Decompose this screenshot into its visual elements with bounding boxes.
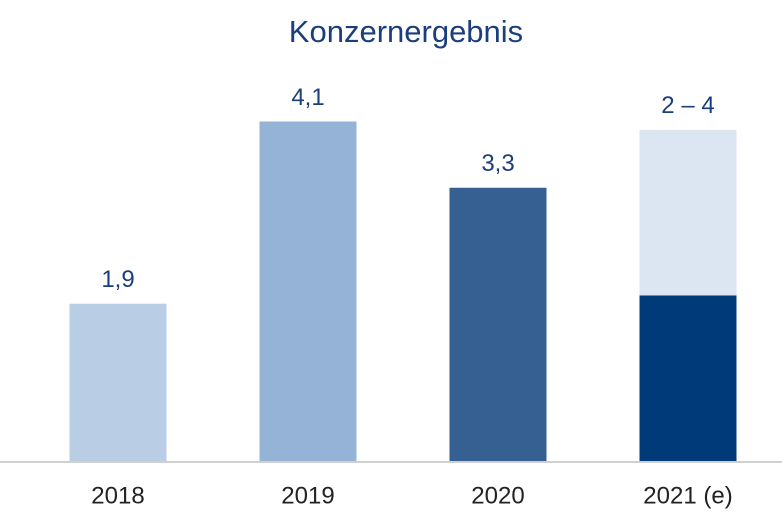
bar: [69, 303, 167, 461]
bar: [639, 129, 737, 296]
bar: [449, 187, 547, 461]
value-label: 1,9: [101, 266, 134, 293]
chart-title: Konzernergebnis: [289, 14, 523, 49]
value-label: 4,1: [291, 84, 324, 111]
value-label: 2 – 4: [661, 92, 714, 119]
x-tick-label: 2019: [281, 482, 334, 509]
x-tick-label: 2021 (e): [643, 482, 732, 509]
x-tick-label: 2020: [471, 482, 524, 509]
bar: [639, 295, 737, 461]
x-tick-label: 2018: [91, 482, 144, 509]
bar: [259, 121, 357, 462]
value-label: 3,3: [481, 150, 514, 177]
